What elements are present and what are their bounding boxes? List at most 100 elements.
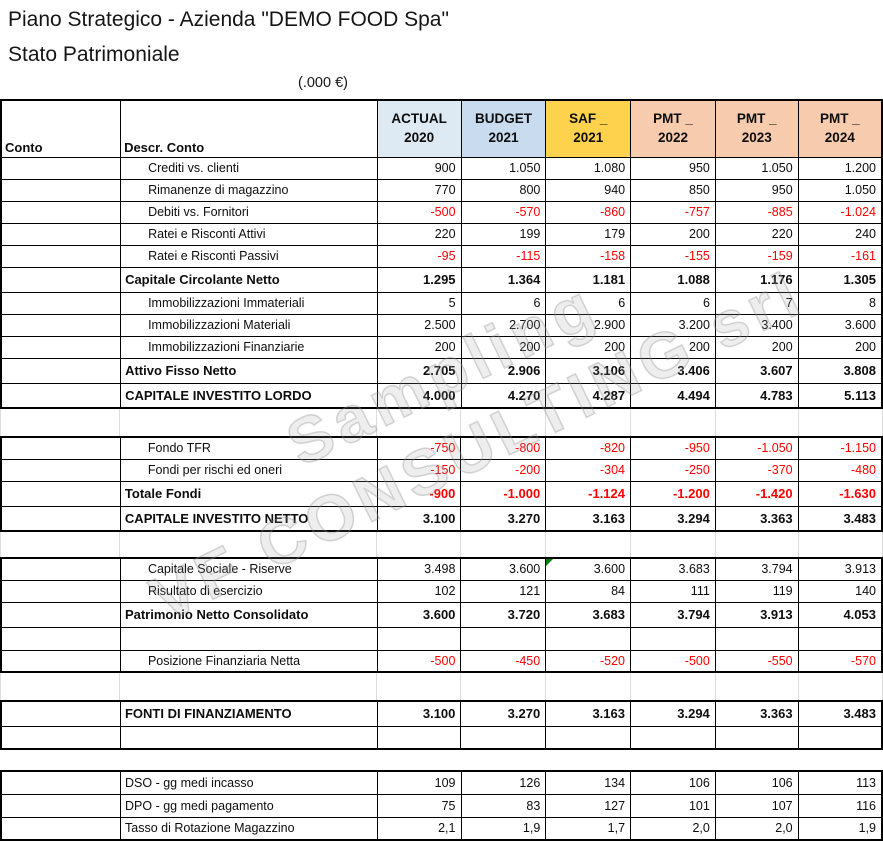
value-cell[interactable]: 2,0 [714, 816, 799, 841]
value-cell[interactable] [797, 626, 883, 651]
value-cell[interactable] [460, 725, 547, 750]
value-cell[interactable] [797, 725, 883, 750]
value-cell[interactable]: 7 [714, 291, 799, 315]
value-cell[interactable]: 102 [376, 579, 462, 603]
value-cell[interactable]: 3.270 [460, 700, 547, 727]
value-cell[interactable]: 134 [545, 770, 632, 795]
value-cell[interactable]: 3.363 [714, 505, 799, 532]
value-cell[interactable]: 1.176 [714, 266, 799, 293]
value-cell[interactable]: 1.080 [545, 156, 632, 180]
conto-cell[interactable] [0, 725, 121, 750]
value-cell[interactable]: 75 [376, 793, 462, 818]
row-label[interactable]: Immobilizzazioni Finanziarie [120, 335, 378, 359]
value-cell[interactable]: 2.906 [460, 357, 547, 384]
value-cell[interactable]: 119 [714, 579, 799, 603]
value-cell[interactable] [460, 626, 547, 651]
value-cell[interactable]: 3.683 [630, 557, 716, 581]
value-cell[interactable]: 3.270 [460, 505, 547, 532]
value-cell[interactable]: 3.600 [797, 313, 883, 337]
value-cell[interactable]: 126 [460, 770, 547, 795]
conto-cell[interactable] [0, 244, 122, 268]
value-cell[interactable] [714, 626, 799, 651]
conto-cell[interactable] [0, 178, 122, 202]
value-cell[interactable]: 4.783 [714, 382, 799, 409]
conto-cell[interactable] [0, 222, 122, 246]
value-cell[interactable]: 900 [376, 156, 462, 180]
value-cell[interactable]: -161 [797, 244, 883, 268]
value-cell[interactable]: 3.483 [797, 700, 883, 727]
value-cell[interactable]: 1.364 [460, 266, 547, 293]
conto-cell[interactable] [0, 458, 121, 482]
column-header-saf-2021[interactable]: SAF _ 2021 [545, 99, 632, 158]
value-cell[interactable]: 3.600 [545, 557, 632, 581]
value-cell[interactable]: 200 [714, 335, 799, 359]
value-cell[interactable]: -900 [376, 480, 462, 507]
conto-cell[interactable] [0, 793, 122, 818]
value-cell[interactable]: 5 [376, 291, 462, 315]
value-cell[interactable]: -820 [545, 436, 632, 460]
value-cell[interactable]: 3.100 [376, 700, 462, 727]
value-cell[interactable]: -304 [545, 458, 632, 482]
value-cell[interactable]: 4.287 [545, 382, 632, 409]
row-label[interactable]: Capitale Sociale - Riserve [119, 557, 378, 581]
value-cell[interactable]: 1.050 [797, 178, 883, 202]
value-cell[interactable]: -550 [714, 649, 799, 673]
value-cell[interactable]: 6 [630, 291, 716, 315]
value-cell[interactable]: -159 [714, 244, 799, 268]
row-label[interactable]: DPO - gg medi pagamento [120, 793, 378, 818]
value-cell[interactable]: -158 [545, 244, 632, 268]
value-cell[interactable]: 106 [714, 770, 799, 795]
conto-cell[interactable] [0, 579, 121, 603]
value-cell[interactable]: -95 [376, 244, 462, 268]
row-label[interactable]: CAPITALE INVESTITO LORDO [120, 382, 378, 409]
value-cell[interactable]: -500 [376, 649, 462, 673]
value-cell[interactable]: 1.305 [797, 266, 883, 293]
conto-cell[interactable] [0, 200, 122, 224]
column-header-descr-conto[interactable]: Descr. Conto [120, 99, 378, 158]
value-cell[interactable]: 200 [797, 335, 883, 359]
value-cell[interactable]: 140 [797, 579, 883, 603]
value-cell[interactable]: 200 [460, 335, 547, 359]
value-cell[interactable]: 121 [460, 579, 547, 603]
value-cell[interactable]: 8 [797, 291, 883, 315]
value-cell[interactable]: -1.150 [797, 436, 883, 460]
value-cell[interactable]: -800 [460, 436, 547, 460]
conto-cell[interactable] [0, 156, 122, 180]
value-cell[interactable]: 3.600 [376, 601, 462, 628]
column-header-pmt-2023[interactable]: PMT _ 2023 [714, 99, 799, 158]
value-cell[interactable]: 3.294 [630, 700, 716, 727]
value-cell[interactable]: 4.494 [630, 382, 716, 409]
value-cell[interactable]: 3.294 [630, 505, 716, 532]
value-cell[interactable]: 1.050 [714, 156, 799, 180]
value-cell[interactable]: 83 [460, 793, 547, 818]
value-cell[interactable]: 3.106 [545, 357, 632, 384]
value-cell[interactable]: 1.050 [460, 156, 547, 180]
row-label[interactable] [119, 725, 378, 750]
row-label[interactable]: Attivo Fisso Netto [120, 357, 378, 384]
value-cell[interactable]: 1,9 [797, 816, 883, 841]
value-cell[interactable]: 770 [376, 178, 462, 202]
value-cell[interactable]: 940 [545, 178, 632, 202]
value-cell[interactable]: 3.200 [630, 313, 716, 337]
value-cell[interactable]: -757 [630, 200, 716, 224]
value-cell[interactable]: -1.200 [630, 480, 716, 507]
value-cell[interactable]: 2.700 [460, 313, 547, 337]
row-label[interactable]: FONTI DI FINANZIAMENTO [119, 700, 378, 727]
value-cell[interactable]: 3.483 [797, 505, 883, 532]
value-cell[interactable]: 3.913 [797, 557, 883, 581]
value-cell[interactable]: -885 [714, 200, 799, 224]
conto-cell[interactable] [0, 649, 121, 673]
value-cell[interactable]: 1,9 [460, 816, 547, 841]
value-cell[interactable]: 84 [545, 579, 632, 603]
value-cell[interactable]: 200 [545, 335, 632, 359]
value-cell[interactable]: 3.913 [714, 601, 799, 628]
value-cell[interactable]: 3.163 [545, 505, 632, 532]
row-label[interactable]: CAPITALE INVESTITO NETTO [119, 505, 378, 532]
value-cell[interactable]: -450 [460, 649, 547, 673]
conto-cell[interactable] [0, 291, 122, 315]
value-cell[interactable]: 1.181 [545, 266, 632, 293]
value-cell[interactable]: -570 [797, 649, 883, 673]
conto-cell[interactable] [0, 557, 121, 581]
value-cell[interactable]: -750 [376, 436, 462, 460]
column-header-actual-2020[interactable]: ACTUAL 2020 [376, 99, 462, 158]
